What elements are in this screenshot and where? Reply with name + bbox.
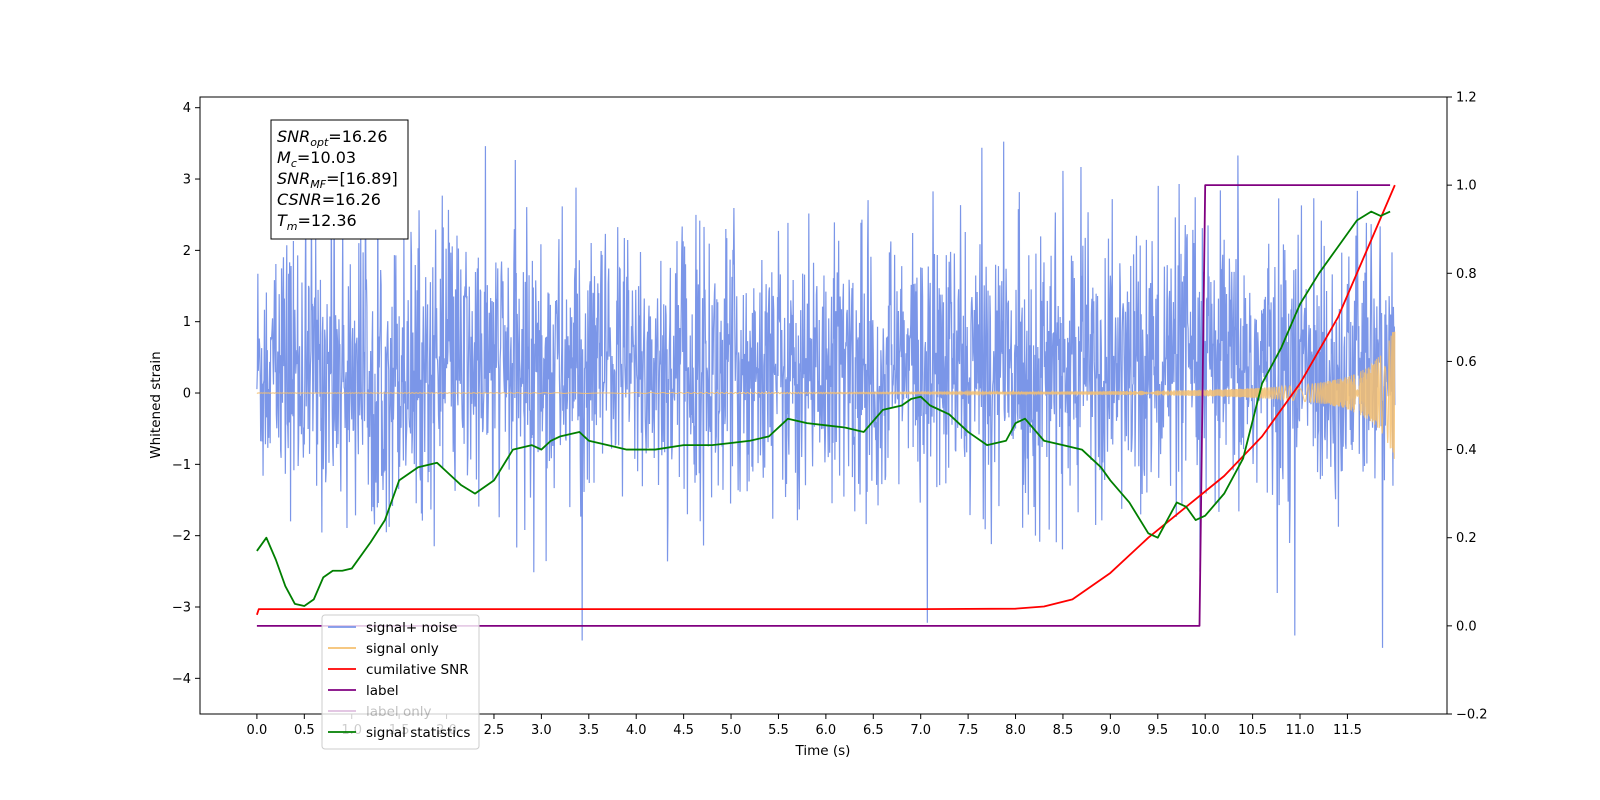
- y-tick-label: 4: [183, 101, 191, 116]
- x-tick-label: 2.5: [484, 723, 505, 738]
- x-tick-label: 11.0: [1286, 723, 1315, 738]
- x-tick-label: 7.0: [910, 723, 931, 738]
- x-tick-label: 4.0: [626, 723, 647, 738]
- series-label-line: [256, 184, 1391, 627]
- x-tick-label: 3.0: [531, 723, 552, 738]
- series-signal-only-line: [256, 331, 1396, 459]
- y2-tick-label: 1.0: [1456, 179, 1477, 194]
- y2-tick-label: 0.4: [1456, 443, 1477, 458]
- y-tick-label: −2: [172, 529, 191, 544]
- legend-entry: label: [366, 683, 399, 699]
- y-axis-label: Whitened strain: [148, 351, 164, 458]
- x-tick-label: 9.0: [1100, 723, 1121, 738]
- y2-tick-label: 0.8: [1456, 267, 1477, 282]
- y-tick-label: 1: [183, 315, 191, 330]
- series-layer: [256, 129, 1396, 648]
- plot-frame: [199, 96, 1448, 715]
- y-tick-label: −3: [172, 601, 191, 616]
- x-tick-label: 0.0: [247, 723, 268, 738]
- y2-tick-label: 1.2: [1456, 91, 1477, 106]
- series-cumilative-snr-line: [256, 184, 1396, 616]
- x-tick-label: 10.5: [1238, 723, 1267, 738]
- annotation-frame: [270, 119, 409, 240]
- x-tick-label: 0.5: [294, 723, 315, 738]
- annotation-line: CSNR=16.26: [277, 190, 381, 209]
- x-tick-label: 8.5: [1053, 723, 1074, 738]
- legend-entry: signal only: [366, 641, 439, 657]
- legend-entry: cumilative SNR: [366, 662, 469, 678]
- x-tick-label: 11.5: [1333, 723, 1362, 738]
- x-tick-label: 3.5: [578, 723, 599, 738]
- legend-entry: signal+ noise: [366, 620, 457, 636]
- x-tick-label: 10.0: [1191, 723, 1220, 738]
- x-axis-label: Time (s): [795, 743, 851, 759]
- x-tick-label: 5.0: [721, 723, 742, 738]
- annotation-line: SNRopt=16.26: [277, 127, 388, 149]
- x-tick-label: 6.5: [863, 723, 884, 738]
- annotation-line: Tm=12.36: [277, 211, 357, 233]
- legend-entry: signal statistics: [366, 725, 470, 741]
- series-signal-noise-line: [256, 129, 1396, 648]
- x-tick-label: 6.0: [816, 723, 837, 738]
- annotation-line: SNRMF=[16.89]: [277, 169, 398, 191]
- annotation-line: Mc=10.03: [277, 148, 356, 170]
- y-tick-label: 0: [183, 387, 191, 402]
- x-tick-label: 5.5: [768, 723, 789, 738]
- y2-tick-label: 0.0: [1456, 619, 1477, 634]
- y-tick-label: −4: [172, 672, 191, 687]
- x-tick-label: 8.0: [1005, 723, 1026, 738]
- series-signal-statistics-line: [256, 210, 1391, 607]
- x-tick-label: 7.5: [958, 723, 979, 738]
- legend: signal+ noise signal only cumilative SNR la…: [321, 614, 480, 750]
- y2-tick-label: −0.2: [1456, 708, 1488, 723]
- y2-tick-label: 0.6: [1456, 355, 1477, 370]
- annotation-box: SNRopt=16.26Mc=10.03SNRMF=[16.89]CSNR=16…: [270, 119, 409, 240]
- x-tick-label: 4.5: [673, 723, 694, 738]
- y2-tick-label: 0.2: [1456, 531, 1477, 546]
- legend-entry: label only: [366, 704, 432, 720]
- legend-frame: [321, 614, 480, 750]
- y-tick-label: −1: [172, 458, 191, 473]
- y-tick-label: 2: [183, 244, 191, 259]
- x-tick-label: 9.5: [1147, 723, 1168, 738]
- y-tick-label: 3: [183, 173, 191, 188]
